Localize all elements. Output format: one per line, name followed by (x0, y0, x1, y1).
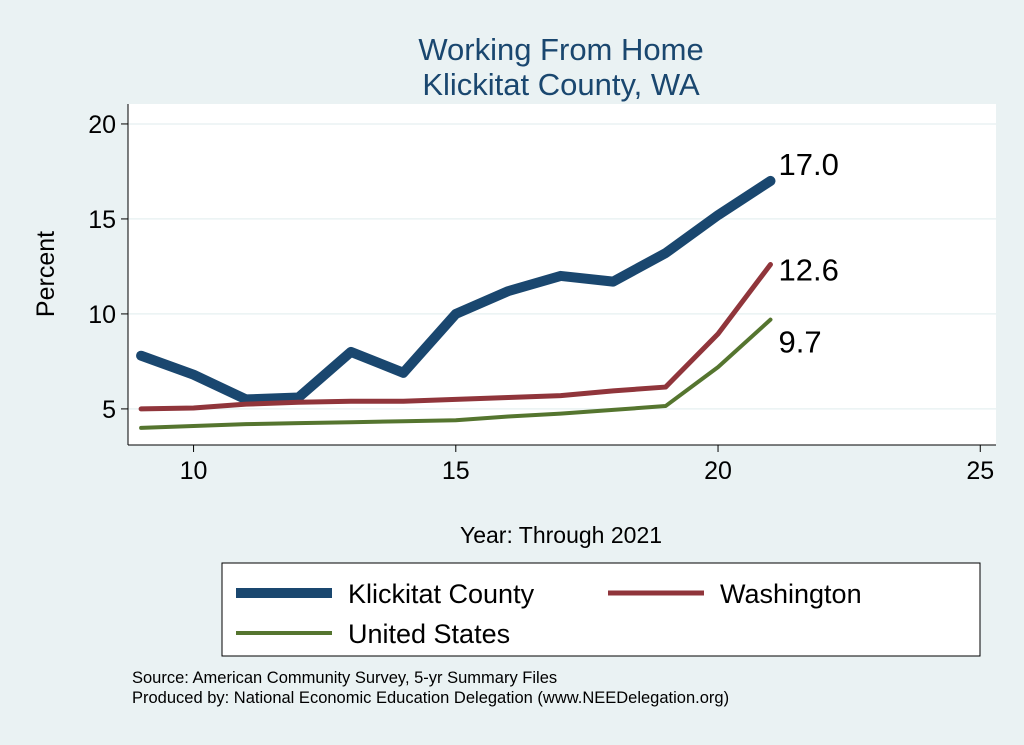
x-axis-label: Year: Through 2021 (460, 522, 662, 548)
y-axis-label: Percent (32, 231, 60, 317)
chart-subtitle: Klickitat County, WA (422, 67, 700, 102)
y-tick-label: 15 (88, 206, 116, 234)
end-label-united-states: 9.7 (778, 325, 821, 360)
produced-by-note: Produced by: National Economic Education… (132, 689, 730, 707)
y-tick-label: 20 (88, 111, 116, 139)
x-tick-label: 15 (442, 457, 470, 485)
x-tick-label: 20 (704, 457, 732, 485)
legend-label-klickitat-county: Klickitat County (348, 579, 535, 609)
source-note: Source: American Community Survey, 5-yr … (132, 669, 558, 687)
end-label-klickitat-county: 17.0 (778, 147, 838, 182)
legend-label-united-states: United States (348, 619, 510, 649)
y-tick-label: 5 (102, 396, 116, 424)
x-tick-label: 25 (966, 457, 994, 485)
legend: Klickitat County Washington United States (221, 562, 981, 657)
series-line-klickitat-county (136, 175, 776, 405)
legend-label-washington: Washington (720, 579, 862, 609)
y-tick-label: 10 (88, 301, 116, 329)
series-line-united-states (139, 317, 773, 430)
x-tick-label: 10 (180, 457, 208, 485)
end-label-washington: 12.6 (778, 253, 838, 288)
series-line-washington (138, 262, 773, 412)
chart-title: Working From Home (418, 32, 703, 67)
